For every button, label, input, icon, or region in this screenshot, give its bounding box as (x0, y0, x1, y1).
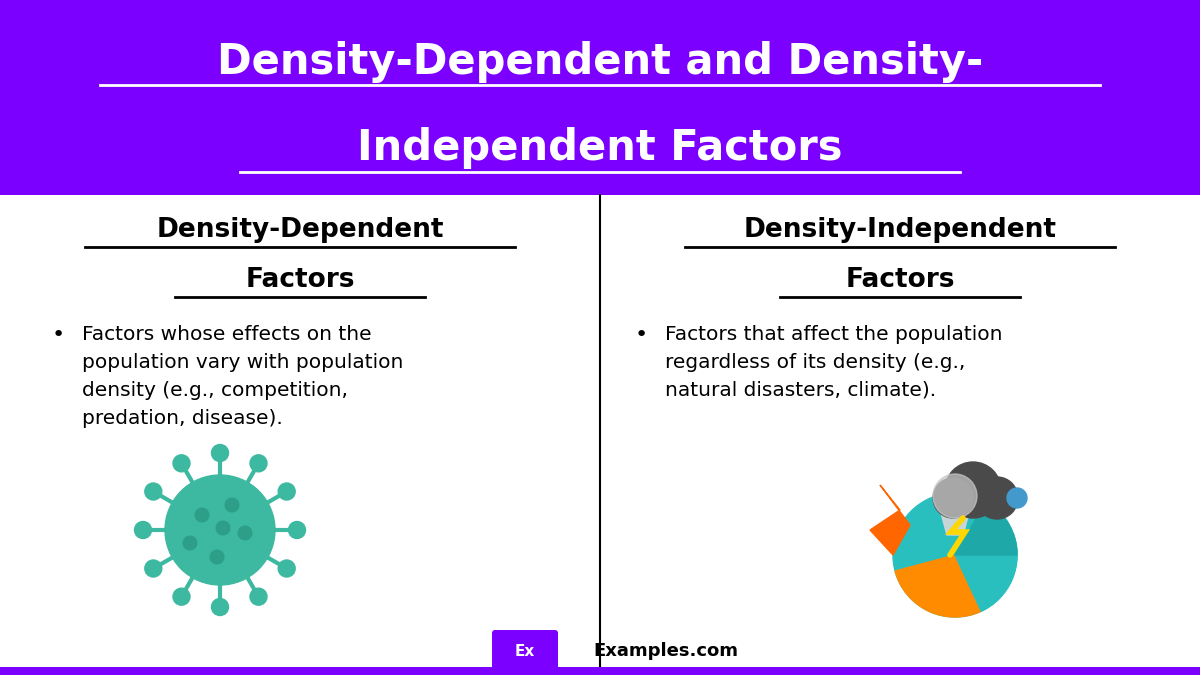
Wedge shape (955, 534, 1016, 611)
Circle shape (288, 522, 306, 539)
Circle shape (1007, 488, 1027, 508)
Text: Ex: Ex (515, 643, 535, 659)
Circle shape (934, 478, 973, 518)
Circle shape (946, 462, 1001, 518)
Wedge shape (895, 555, 982, 617)
Text: Density-Independent: Density-Independent (744, 217, 1056, 243)
Text: Independent Factors: Independent Factors (358, 127, 842, 169)
Circle shape (196, 508, 209, 522)
Polygon shape (937, 498, 973, 535)
Text: Factors whose effects on the
population vary with population
density (e.g., comp: Factors whose effects on the population … (82, 325, 403, 428)
Circle shape (145, 560, 162, 577)
Circle shape (145, 483, 162, 500)
Circle shape (278, 560, 295, 577)
Polygon shape (870, 485, 910, 555)
Wedge shape (955, 502, 1018, 555)
Circle shape (173, 455, 190, 472)
Circle shape (211, 599, 228, 616)
Circle shape (976, 477, 1018, 519)
Circle shape (173, 588, 190, 605)
Circle shape (134, 522, 151, 539)
Circle shape (216, 521, 230, 535)
Text: Examples.com: Examples.com (593, 642, 738, 660)
Circle shape (166, 475, 275, 585)
Circle shape (934, 474, 977, 518)
Circle shape (210, 550, 224, 564)
FancyBboxPatch shape (0, 0, 1200, 195)
Text: Density-Dependent and Density-: Density-Dependent and Density- (217, 41, 983, 83)
Text: Density-Dependent: Density-Dependent (156, 217, 444, 243)
Circle shape (184, 536, 197, 550)
Circle shape (239, 526, 252, 540)
Text: Factors that affect the population
regardless of its density (e.g.,
natural disa: Factors that affect the population regar… (665, 325, 1002, 400)
Circle shape (226, 498, 239, 512)
Circle shape (278, 483, 295, 500)
Circle shape (893, 493, 1018, 617)
Circle shape (250, 455, 268, 472)
Text: Factors: Factors (845, 267, 955, 293)
Text: •: • (635, 325, 648, 345)
Text: •: • (52, 325, 65, 345)
Circle shape (211, 445, 228, 462)
Text: Factors: Factors (245, 267, 355, 293)
Circle shape (250, 588, 266, 605)
FancyBboxPatch shape (0, 667, 1200, 675)
FancyBboxPatch shape (492, 630, 558, 674)
